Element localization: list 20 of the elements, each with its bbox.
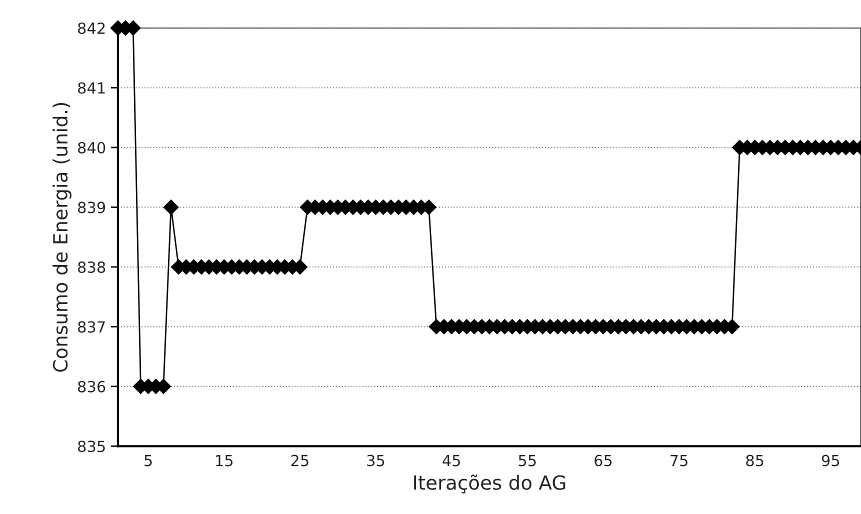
x-axis-title: Iterações do AG bbox=[414, 474, 566, 494]
y-tick-label: 835 bbox=[78, 440, 105, 452]
x-tick-label: 25 bbox=[291, 454, 308, 466]
x-tick-label: 75 bbox=[670, 454, 688, 466]
x-tick-label: 65 bbox=[594, 454, 612, 466]
x-tick-label: 55 bbox=[518, 454, 536, 466]
y-tick-label: 837 bbox=[78, 321, 105, 333]
x-tick-label: 45 bbox=[442, 454, 460, 466]
x-tick-label: 35 bbox=[367, 454, 384, 466]
x-tick-label: 85 bbox=[746, 454, 764, 466]
y-tick-label: 836 bbox=[78, 380, 106, 392]
x-tick-label: 15 bbox=[216, 454, 232, 466]
y-tick-label: 840 bbox=[78, 142, 106, 154]
y-axis-title: Consumo de Energia (unid.) bbox=[52, 102, 72, 372]
y-tick-label: 839 bbox=[78, 202, 106, 214]
y-tick-label: 842 bbox=[78, 22, 105, 34]
y-tick-label: 838 bbox=[78, 261, 106, 273]
y-tick-label: 841 bbox=[78, 82, 105, 94]
x-tick-label: 5 bbox=[144, 454, 152, 466]
x-tick-label: 95 bbox=[822, 454, 840, 466]
